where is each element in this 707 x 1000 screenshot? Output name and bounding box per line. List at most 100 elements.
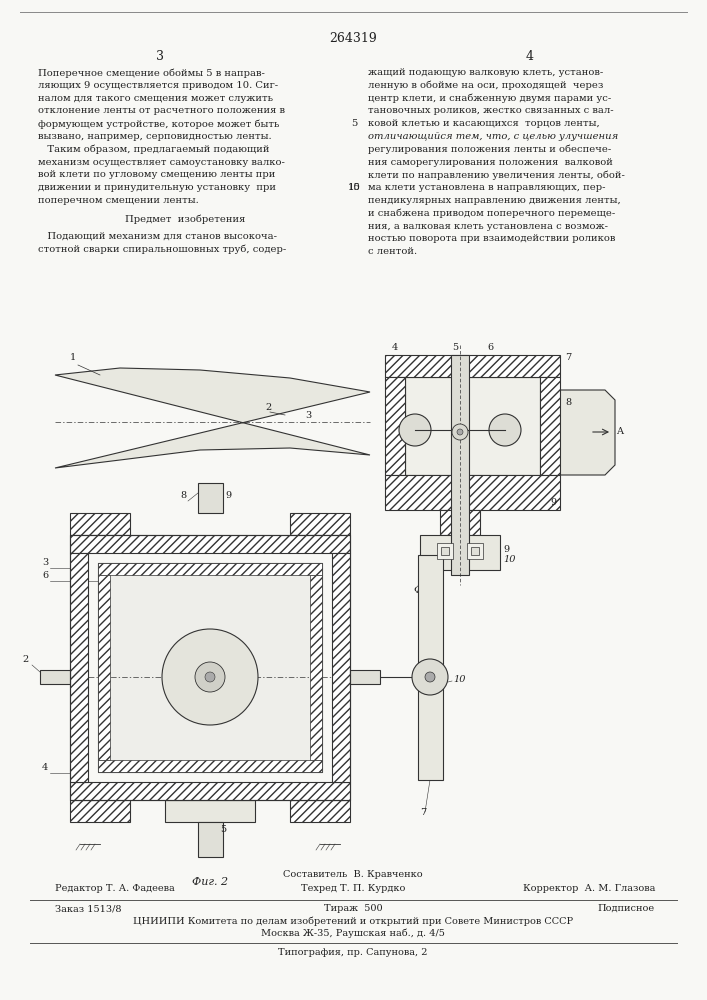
Bar	[437, 543, 453, 559]
Text: ЦНИИПИ Комитета по делам изобретений и открытий при Совете Министров СССР: ЦНИИПИ Комитета по делам изобретений и о…	[133, 917, 573, 926]
Text: механизм осуществляет самоустановку валко-: механизм осуществляет самоустановку валк…	[38, 158, 285, 167]
Text: Предмет  изобретения: Предмет изобретения	[125, 215, 245, 224]
Bar	[290, 513, 350, 535]
Text: 7: 7	[420, 808, 426, 817]
Text: ностью поворота при взаимодействии роликов: ностью поворота при взаимодействии ролик…	[368, 234, 615, 243]
Circle shape	[489, 414, 521, 446]
Text: 9: 9	[503, 545, 509, 554]
Text: вызвано, например, серповидностью ленты.: вызвано, например, серповидностью ленты.	[38, 132, 271, 141]
Text: пендикулярных направлению движения ленты,: пендикулярных направлению движения ленты…	[368, 196, 621, 205]
Text: жащий подающую валковую клеть, установ-: жащий подающую валковую клеть, установ-	[368, 68, 603, 77]
Text: 15: 15	[348, 183, 361, 192]
Circle shape	[162, 629, 258, 725]
Bar	[471, 547, 479, 555]
Text: 2: 2	[265, 403, 271, 412]
Text: 6: 6	[487, 343, 493, 352]
Bar	[385, 355, 560, 377]
Bar	[540, 377, 560, 475]
Text: Поперечное смещение обоймы 5 в направ-: Поперечное смещение обоймы 5 в направ-	[38, 68, 265, 78]
Text: 10: 10	[503, 555, 515, 564]
Text: регулирования положения ленты и обеспече-: регулирования положения ленты и обеспече…	[368, 145, 612, 154]
Circle shape	[399, 414, 431, 446]
Text: 9: 9	[225, 491, 231, 500]
Bar	[405, 377, 540, 475]
Text: 8: 8	[180, 491, 186, 500]
Bar	[350, 670, 380, 684]
Bar	[451, 355, 469, 575]
Circle shape	[412, 659, 448, 695]
Bar	[165, 800, 255, 822]
Text: ленную в обойме на оси, проходящей  через: ленную в обойме на оси, проходящей через	[368, 81, 603, 90]
Bar	[440, 510, 480, 535]
Bar	[70, 782, 350, 800]
Text: 5: 5	[452, 343, 458, 352]
Text: Москва Ж-35, Раушская наб., д. 4/5: Москва Ж-35, Раушская наб., д. 4/5	[261, 929, 445, 938]
Bar	[70, 513, 130, 535]
Text: поперечном смещении ленты.: поперечном смещении ленты.	[38, 196, 199, 205]
Circle shape	[425, 672, 435, 682]
Bar	[198, 483, 223, 513]
Bar	[441, 547, 449, 555]
Text: 7: 7	[565, 353, 571, 362]
Text: 4: 4	[526, 50, 534, 63]
Bar	[98, 563, 322, 575]
Text: Таким образом, предлагаемый подающий: Таким образом, предлагаемый подающий	[38, 145, 269, 154]
Text: движении и принудительную установку  при: движении и принудительную установку при	[38, 183, 276, 192]
Text: ния саморегулирования положения  валковой: ния саморегулирования положения валковой	[368, 158, 613, 167]
Text: ляющих 9 осуществляется приводом 10. Сиг-: ляющих 9 осуществляется приводом 10. Сиг…	[38, 81, 278, 90]
Bar	[467, 543, 483, 559]
Polygon shape	[55, 368, 370, 468]
Bar	[332, 553, 350, 782]
Text: Подписное: Подписное	[598, 904, 655, 913]
Bar	[420, 535, 500, 570]
Text: 9: 9	[550, 498, 556, 507]
Circle shape	[205, 672, 215, 682]
Bar	[98, 563, 322, 772]
Text: тановочных роликов, жестко связанных с вал-: тановочных роликов, жестко связанных с в…	[368, 106, 614, 115]
Text: A: A	[616, 428, 623, 436]
Text: Составитель  В. Кравченко: Составитель В. Кравченко	[284, 870, 423, 879]
Text: Редактор Т. А. Фадеева: Редактор Т. А. Фадеева	[55, 884, 175, 893]
Text: формующем устройстве, которое может быть: формующем устройстве, которое может быть	[38, 119, 279, 129]
Text: стотной сварки спиральношовных труб, содер-: стотной сварки спиральношовных труб, сод…	[38, 244, 286, 254]
Bar	[418, 555, 443, 780]
Bar	[198, 822, 223, 857]
Text: Фиг.1: Фиг.1	[414, 585, 446, 595]
Text: Подающий механизм для станов высокоча-: Подающий механизм для станов высокоча-	[38, 232, 277, 241]
Bar	[70, 800, 130, 822]
Polygon shape	[560, 390, 615, 475]
Bar	[70, 553, 88, 782]
Text: 3: 3	[305, 411, 311, 420]
Bar	[385, 475, 560, 510]
Text: 264319: 264319	[329, 32, 377, 45]
Text: с лентой.: с лентой.	[368, 247, 417, 256]
Bar	[290, 800, 350, 822]
Text: отклонение ленты от расчетного положения в: отклонение ленты от расчетного положения…	[38, 106, 285, 115]
Bar	[310, 575, 322, 760]
Text: 6: 6	[42, 571, 48, 580]
Text: 10: 10	[348, 183, 361, 192]
Text: Тираж  500: Тираж 500	[324, 904, 382, 913]
Text: вой клети по угловому смещению ленты при: вой клети по угловому смещению ленты при	[38, 170, 275, 179]
Text: Типография, пр. Сапунова, 2: Типография, пр. Сапунова, 2	[279, 948, 428, 957]
Text: 8: 8	[565, 398, 571, 407]
Text: Заказ 1513/8: Заказ 1513/8	[55, 904, 122, 913]
Text: центр клети, и снабженную двумя парами ус-: центр клети, и снабженную двумя парами у…	[368, 94, 612, 103]
Text: ния, а валковая клеть установлена с возмож-: ния, а валковая клеть установлена с возм…	[368, 222, 608, 231]
Text: 3: 3	[156, 50, 164, 63]
Bar	[70, 535, 350, 553]
Text: Фиг. 2: Фиг. 2	[192, 877, 228, 887]
Text: Корректор  А. М. Глазова: Корректор А. М. Глазова	[522, 884, 655, 893]
Bar	[98, 575, 110, 760]
Text: налом для такого смещения может служить: налом для такого смещения может служить	[38, 94, 273, 103]
Bar	[98, 760, 322, 772]
Bar	[70, 535, 350, 800]
Circle shape	[195, 662, 225, 692]
Text: 5: 5	[220, 825, 226, 834]
Text: 2: 2	[22, 655, 28, 664]
Bar	[40, 670, 70, 684]
Text: 4: 4	[392, 343, 398, 352]
Text: Техред Т. П. Курдко: Техред Т. П. Курдко	[300, 884, 405, 893]
Text: и снабжена приводом поперечного перемеще-: и снабжена приводом поперечного перемеще…	[368, 209, 615, 218]
Text: 10: 10	[453, 675, 465, 684]
